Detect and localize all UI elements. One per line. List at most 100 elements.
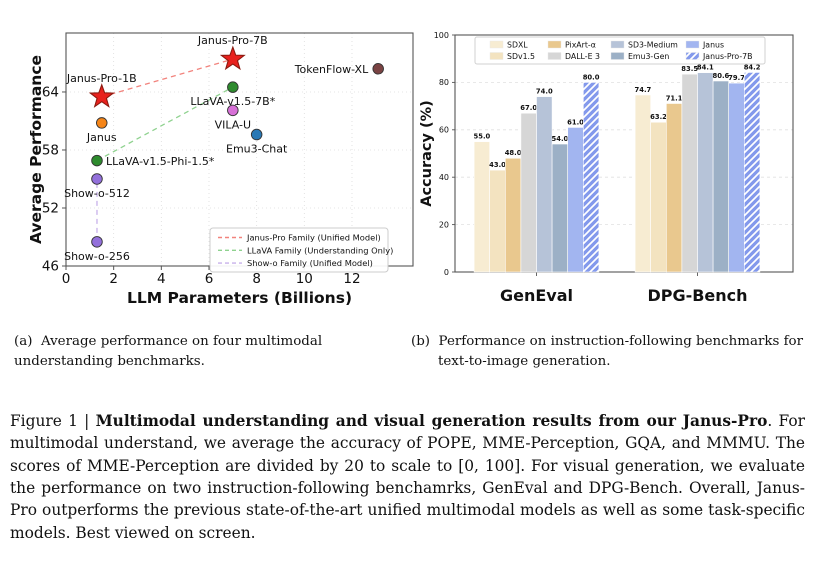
bar-Emu3-Gen-GenEval bbox=[551, 143, 569, 273]
scatter-points: Janus-Pro-7B Janus-Pro-1B TokenFlow-XL LLaV… bbox=[64, 34, 384, 263]
y-tick-label: 0 bbox=[444, 268, 449, 277]
bar-SDXL-GenEval bbox=[473, 141, 490, 273]
legend-label: LLaVA Family (Understanding Only) bbox=[247, 245, 393, 255]
bar-value-label: 80.6 bbox=[713, 72, 730, 80]
y-tick-label: 20 bbox=[439, 220, 449, 229]
legend-swatch bbox=[685, 52, 700, 60]
point-label: Janus-Pro-7B bbox=[197, 34, 268, 47]
legend-label: DALL-E 3 bbox=[565, 52, 600, 61]
point-TokenFlow-XL bbox=[372, 63, 384, 75]
x-tick-label: 8 bbox=[252, 271, 261, 287]
bar-legend: SDXL SDv1.5 PixArt-α DALL-E 3 SD3-Medium Emu3… bbox=[474, 36, 766, 65]
bar-value-label: 55.0 bbox=[474, 133, 491, 141]
bar-value-label: 71.1 bbox=[666, 94, 683, 102]
legend-label: Janus-Pro-7B bbox=[702, 52, 752, 61]
y-tick-label: 58 bbox=[42, 143, 59, 159]
point-label: Show-o-512 bbox=[64, 187, 130, 200]
legend-swatch bbox=[610, 40, 625, 49]
bar-DALL-E 3-GenEval bbox=[520, 112, 537, 273]
bar-value-label: 48.0 bbox=[505, 149, 522, 157]
bar-value-label: 61.0 bbox=[567, 118, 584, 126]
legend-label: SDXL bbox=[507, 40, 528, 49]
bar-value-label: 84.2 bbox=[744, 63, 761, 71]
bar-Janus-Pro-7B-GenEval bbox=[583, 82, 600, 273]
x-tick-label: 12 bbox=[343, 271, 360, 287]
bar-PixArt-α-DPG-Bench bbox=[666, 103, 683, 273]
bar-value-label: 54.0 bbox=[552, 135, 569, 143]
point-Emu3-Chat bbox=[250, 128, 263, 141]
figure-caption: Figure 1 | Multimodal understanding and … bbox=[10, 410, 805, 544]
y-tick-label: 80 bbox=[439, 78, 449, 87]
point-Show-o-256 bbox=[91, 236, 103, 248]
x-axis-title: LLM Parameters (Billions) bbox=[127, 289, 352, 307]
legend-swatch bbox=[547, 52, 562, 60]
point-Janus bbox=[95, 117, 108, 129]
bar-SDXL-DPG-Bench bbox=[634, 94, 652, 273]
y-tick-label: 46 bbox=[42, 259, 59, 275]
point-label: LLaVA-v1.5-Phi-1.5* bbox=[106, 155, 215, 168]
y-axis-title: Average Performance bbox=[30, 55, 45, 244]
legend-label: Janus bbox=[702, 40, 724, 49]
point-label: LLaVA-v1.5-7B* bbox=[190, 95, 275, 108]
x-tick-label: 2 bbox=[109, 271, 118, 287]
scatter-series-lines bbox=[96, 58, 234, 242]
bar-Janus-DPG-Bench bbox=[728, 82, 745, 273]
legend-swatch bbox=[489, 40, 504, 49]
category-label: GenEval bbox=[500, 286, 573, 305]
bar-Janus-GenEval bbox=[567, 127, 584, 273]
bar-DALL-E 3-DPG-Bench bbox=[681, 73, 698, 273]
bar-value-label: 74.0 bbox=[536, 88, 553, 96]
legend-label: Emu3-Gen bbox=[628, 52, 669, 61]
legend-label: SD3-Medium bbox=[628, 40, 678, 49]
x-tick-label: 4 bbox=[157, 271, 166, 287]
y-tick-label: 52 bbox=[42, 201, 59, 217]
legend-swatch bbox=[489, 52, 504, 60]
y-tick-label: 60 bbox=[439, 126, 449, 135]
bar-Janus-Pro-7B-DPG-Bench bbox=[743, 72, 761, 273]
legend-swatch bbox=[685, 40, 700, 49]
bar-value-label: 79.7 bbox=[728, 74, 745, 82]
x-tick-label: 0 bbox=[62, 271, 71, 287]
point-VILA-U bbox=[227, 104, 239, 117]
bar-Emu3-Gen-DPG-Bench bbox=[712, 80, 730, 273]
bar-SD3-Medium-GenEval bbox=[536, 96, 553, 273]
subcaption-a-marker: (a) bbox=[14, 334, 33, 349]
bar-value-label: 83.5 bbox=[681, 65, 698, 73]
bar-value-label: 67.0 bbox=[520, 104, 537, 112]
point-Janus-Pro-7B bbox=[219, 45, 246, 71]
bar-value-label: 63.2 bbox=[650, 113, 667, 121]
category-label: DPG-Bench bbox=[647, 286, 747, 305]
point-Show-o-512 bbox=[91, 173, 103, 185]
bar-PixArt-α-GenEval bbox=[505, 157, 522, 273]
legend-label: SDv1.5 bbox=[507, 52, 535, 61]
bar-SDv1.5-DPG-Bench bbox=[650, 121, 667, 273]
bar-chart: 0 20 40 60 80 100 GenEval DPG-Bench Accuracy (%)… bbox=[420, 31, 794, 305]
bar-value-label: 43.0 bbox=[489, 161, 506, 169]
bar-series: 55.0 74.7 43.0 63.2 48.0 71.1 67.0 83.5 74.0 84.1… bbox=[473, 63, 761, 273]
legend-label: Show-o Family (Unified Model) bbox=[247, 258, 373, 268]
point-label: Emu3-Chat bbox=[226, 143, 288, 156]
figure-caption-prefix: Figure 1 | bbox=[10, 412, 96, 430]
figure-caption-rest: . For multimodal understand, we average … bbox=[10, 412, 805, 542]
point-LLaVA-v1.5-Phi-1.5* bbox=[91, 154, 103, 167]
point-label: Janus bbox=[86, 131, 117, 144]
subcaption-b-marker: (b) bbox=[411, 334, 431, 349]
figure-caption-bold: Multimodal understanding and visual gene… bbox=[95, 412, 768, 430]
point-Janus-Pro-1B bbox=[88, 83, 115, 108]
point-label: VILA-U bbox=[215, 118, 251, 131]
point-label: Janus-Pro-1B bbox=[66, 72, 137, 85]
point-label: Show-o-256 bbox=[64, 250, 130, 263]
bar-value-label: 80.0 bbox=[583, 73, 600, 81]
bar-frame bbox=[454, 34, 794, 273]
legend-label: Janus-Pro Family (Unified Model) bbox=[246, 233, 381, 243]
scatter-legend: Janus-Pro Family (Unified Model) LLaVA Fa… bbox=[209, 227, 393, 273]
x-tick-label: 10 bbox=[296, 271, 313, 287]
legend-label: PixArt-α bbox=[565, 40, 596, 49]
bar-SDv1.5-GenEval bbox=[489, 169, 506, 273]
bar-axes: 0 20 40 60 80 100 GenEval DPG-Bench Accuracy (%) bbox=[420, 31, 748, 305]
x-tick-label: 6 bbox=[205, 271, 214, 287]
bar-value-label: 84.1 bbox=[697, 64, 714, 72]
